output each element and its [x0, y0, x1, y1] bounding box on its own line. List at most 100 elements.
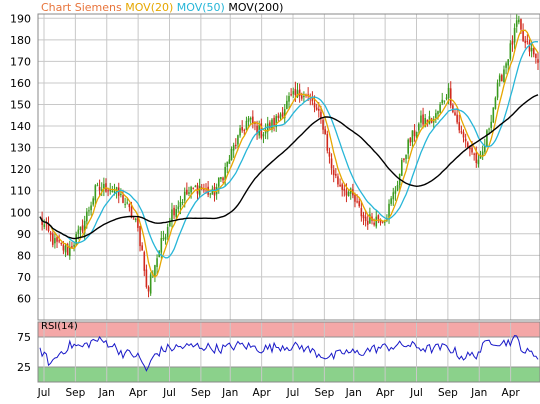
candle-body [177, 206, 180, 210]
candle-body [524, 40, 527, 43]
candle-body [420, 115, 422, 123]
candle-body [300, 95, 303, 99]
x-tick-label: Apr [129, 387, 148, 399]
candle-body [381, 221, 384, 223]
price-tick-label: 150 [10, 99, 31, 112]
x-tick-label: Jul [37, 387, 51, 399]
candle-body [452, 105, 454, 113]
candle-body [86, 211, 88, 222]
candle-body [441, 99, 444, 104]
candle-body [68, 246, 71, 257]
candle-body [413, 130, 416, 137]
candle-body [275, 116, 278, 128]
candle-body [437, 111, 439, 115]
candle-body [447, 87, 450, 98]
candle-body [64, 245, 67, 253]
candle-body [252, 116, 254, 124]
candle-body [435, 113, 437, 118]
candle-body [286, 100, 288, 110]
candle-body [315, 107, 318, 110]
price-tick-label: 170 [10, 55, 31, 68]
candle-body [243, 130, 246, 132]
mov50-line [39, 40, 539, 259]
candle-body [486, 130, 488, 147]
price-tick-label: 190 [10, 12, 31, 25]
candle-body [445, 97, 448, 99]
candle-body [532, 48, 535, 55]
candle-body [362, 214, 365, 219]
candle-body [190, 186, 192, 193]
candle-body [458, 122, 461, 131]
candle-body [56, 237, 58, 242]
price-tick-label: 90 [17, 228, 31, 241]
candle-body [488, 128, 490, 130]
candle-body [247, 118, 250, 122]
price-tick-label: 60 [17, 292, 31, 305]
candle-body [345, 190, 348, 196]
candle-body [407, 139, 409, 154]
candle-body [403, 158, 405, 160]
candle-body [339, 184, 341, 187]
rsi-line [39, 335, 539, 372]
candle-body [60, 242, 63, 244]
candle-body [454, 112, 456, 116]
candle-body [269, 122, 271, 129]
candle-body [166, 227, 169, 237]
candle-body [75, 234, 77, 245]
candle-body [130, 206, 133, 218]
candle-body [77, 229, 80, 234]
candle-body [230, 148, 233, 161]
candle-body [239, 128, 241, 136]
candle-body [507, 59, 510, 66]
candle-body [222, 177, 224, 181]
candle-body [515, 20, 518, 27]
candle-body [426, 120, 429, 124]
candle-body [522, 30, 524, 41]
candle-body [277, 115, 280, 118]
candle-body [388, 203, 390, 220]
candle-body [103, 183, 105, 189]
candle-body [194, 186, 197, 188]
candle-body [156, 258, 158, 267]
candle-body [324, 129, 326, 135]
candle-body [328, 151, 331, 157]
candle-body [443, 100, 446, 102]
candle-body [228, 159, 231, 164]
candle-body [83, 220, 86, 233]
candle-body [501, 75, 503, 82]
candle-body [456, 114, 458, 123]
candle-body [471, 148, 473, 153]
candle-body [43, 224, 46, 227]
candle-body [107, 190, 109, 192]
candle-body [292, 91, 295, 95]
candle-body [337, 176, 339, 185]
candle-body [498, 75, 501, 82]
candle-body [134, 218, 137, 221]
candle-body [281, 112, 284, 117]
x-axis: Jul Sep Jan Apr Jul Sep Jan Apr Jul Sep Jan Apr Jul S… [37, 387, 521, 399]
candle-body [356, 201, 358, 203]
price-tick-label: 140 [10, 120, 31, 133]
legend-mov20: MOV(20) [125, 1, 174, 14]
candle-body [128, 203, 131, 208]
candle-body [379, 219, 382, 223]
candle-body [481, 151, 484, 156]
candle-body [390, 198, 392, 204]
candle-body [405, 154, 407, 160]
candle-body [320, 111, 322, 119]
candle-body [266, 123, 269, 132]
price-tick-label: 100 [10, 206, 31, 219]
candle-body [279, 114, 282, 119]
candle-body [122, 195, 124, 203]
candle-body [169, 221, 171, 227]
candle-body [294, 89, 297, 96]
candle-body [96, 185, 99, 187]
x-tick-label: Jan [345, 387, 362, 399]
candle-body [147, 287, 150, 292]
candle-body [511, 41, 514, 45]
candle-body [271, 119, 273, 130]
candle-body [173, 207, 175, 216]
candle-body [145, 269, 148, 288]
candle-body [496, 82, 499, 98]
rsi-y-axis: 75 25 [17, 331, 31, 374]
